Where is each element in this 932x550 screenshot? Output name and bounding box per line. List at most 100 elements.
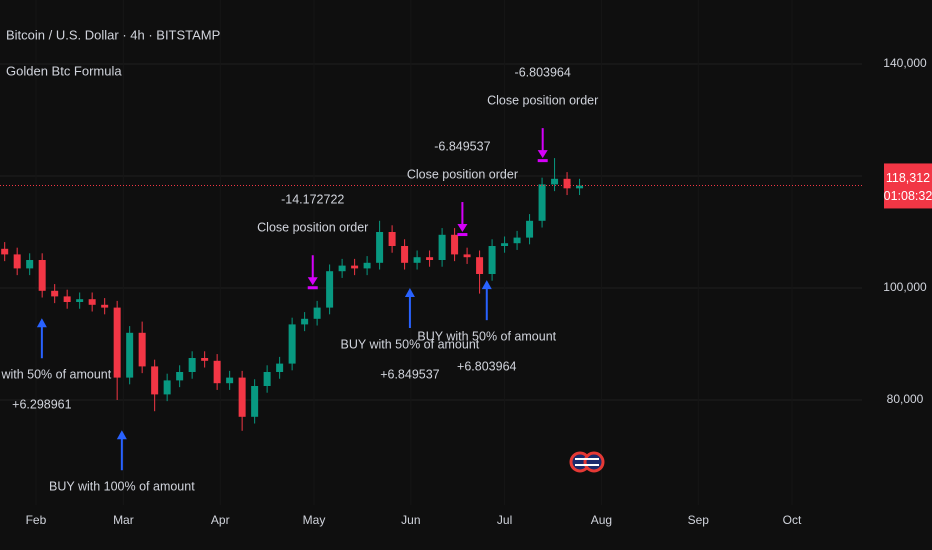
candle-body: [13, 254, 21, 269]
candle-body: [213, 360, 221, 384]
candle-body: [426, 257, 434, 261]
signal-text: BUY with 100% of amount: [49, 480, 195, 494]
y-tick-label: 140,000: [883, 56, 927, 70]
signal-arrowhead: [481, 280, 492, 290]
candle-body: [1, 248, 9, 255]
candle-body: [63, 296, 71, 303]
flag-icon: [569, 451, 605, 473]
candle-body: [276, 363, 284, 373]
chart-title: Bitcoin / U.S. Dollar · 4h · BITSTAMP: [6, 27, 220, 42]
candle-body: [76, 299, 84, 303]
signal-arrowhead: [457, 224, 468, 233]
candle-body: [551, 178, 559, 185]
candle-body: [176, 372, 184, 381]
candle-body: [351, 265, 359, 269]
signal-text: BUY with 50% of amount: [0, 368, 112, 382]
candle-body: [188, 358, 196, 373]
y-tick-label: 100,000: [883, 280, 927, 294]
x-tick-label: May: [303, 513, 326, 527]
candle-body: [413, 257, 421, 263]
candle-body: [476, 257, 484, 275]
x-tick-label: Sep: [688, 513, 710, 527]
candle-body: [126, 332, 134, 378]
x-tick-label: Jun: [401, 513, 420, 527]
axes: 80,000100,000120,000140,000FebMarAprMayJ…: [26, 56, 932, 527]
candle-body: [501, 243, 509, 247]
candle-body: [513, 237, 521, 244]
signal-text: -6.803964: [515, 65, 571, 79]
candle-body: [376, 232, 384, 263]
candle-body: [463, 254, 471, 258]
last-price-label: 118,312: [886, 171, 930, 185]
x-tick-label: Feb: [26, 513, 47, 527]
signal-buy: BUY with 100% of amount: [49, 430, 195, 494]
candle-body: [101, 304, 109, 308]
signal-sell: -6.849537 Close position order: [407, 139, 518, 237]
y-tick-label: 80,000: [887, 392, 924, 406]
signal-text: +6.298961: [12, 398, 71, 412]
candle-body: [88, 299, 96, 305]
signal-text: Close position order: [407, 167, 518, 181]
candle-body: [163, 380, 171, 395]
signal-text: Close position order: [257, 221, 368, 235]
candle-body: [576, 185, 584, 189]
candle-body: [326, 271, 334, 308]
price-box: [884, 163, 932, 209]
x-tick-label: Jul: [497, 513, 512, 527]
candle-body: [338, 265, 346, 272]
x-tick-label: Oct: [783, 513, 802, 527]
candle-body: [526, 220, 534, 238]
candle-body: [38, 260, 46, 291]
signal-buy: BUY with 50% of amount +6.849537: [341, 288, 480, 381]
candle-body: [201, 358, 209, 361]
x-tick-label: Mar: [113, 513, 134, 527]
signal-buy: BUY with 50% of amount +6.298961: [0, 318, 112, 412]
candle-body: [488, 246, 496, 275]
candle-body: [288, 324, 296, 364]
indicator-name: Golden Btc Formula: [6, 63, 122, 78]
candle-body: [363, 262, 371, 269]
candle-body: [226, 377, 234, 384]
candle-body: [251, 386, 259, 417]
candle-body: [151, 366, 159, 395]
signal-sell: -6.803964 Close position order: [487, 65, 598, 163]
candle-body: [263, 372, 271, 387]
candle-body: [451, 234, 459, 255]
signal-sell: -14.172722 Close position order: [257, 193, 368, 290]
signal-text: Close position order: [487, 93, 598, 107]
candle-body: [438, 234, 446, 261]
signal-buy: BUY with 50% of amount +6.803964: [417, 280, 557, 373]
bar-countdown: 01:08:32: [884, 189, 932, 203]
candle-body: [401, 246, 409, 263]
candle-body: [51, 290, 59, 297]
signal-text: -6.849537: [434, 139, 490, 153]
candle-body: [301, 318, 309, 325]
candle-body: [238, 377, 246, 417]
signal-arrowhead: [116, 430, 127, 440]
signal-text: BUY with 50% of amount: [417, 329, 556, 343]
candle-body: [138, 332, 146, 367]
candle-body: [563, 178, 571, 189]
candle-body: [538, 184, 546, 221]
signal-text: BUY with 50% of amount: [341, 337, 480, 351]
signal-text: +6.803964: [457, 359, 516, 373]
signal-arrowhead: [36, 318, 47, 328]
x-tick-label: Aug: [591, 513, 612, 527]
grid: [0, 63, 862, 401]
candle-body: [388, 232, 396, 247]
signal-arrowhead: [537, 150, 548, 159]
x-tick-label: Apr: [211, 513, 230, 527]
signal-arrowhead: [307, 277, 318, 286]
candle-body: [113, 307, 121, 378]
signal-text: +6.849537: [380, 367, 439, 381]
candle-body: [26, 260, 34, 269]
signal-text: -14.172722: [281, 193, 344, 207]
signal-bar: [537, 159, 548, 163]
signal-arrowhead: [404, 288, 415, 298]
signal-bar: [457, 233, 468, 237]
candle-body: [313, 307, 321, 319]
signal-bar: [307, 286, 318, 290]
